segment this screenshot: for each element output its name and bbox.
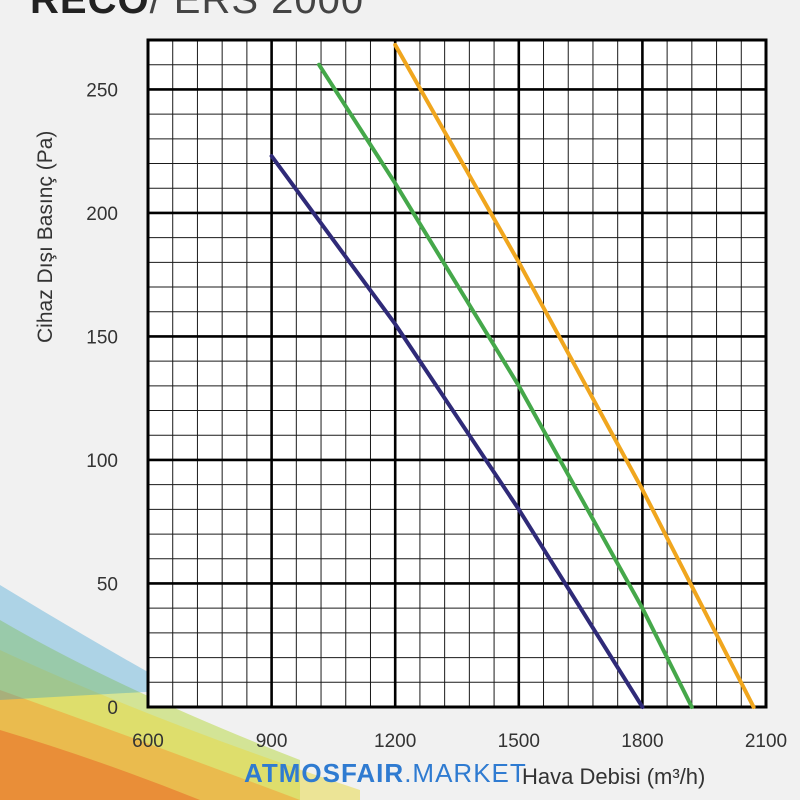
y-tick-label: 100	[86, 451, 118, 472]
y-tick-label: 250	[86, 80, 118, 101]
plot-area	[148, 40, 766, 707]
watermark-part2: MARKET	[412, 758, 527, 788]
series-line-1	[269, 154, 645, 709]
x-tick-label: 1800	[621, 731, 663, 752]
title-rest: / ERS 2000	[149, 0, 365, 22]
y-tick-label: 0	[107, 698, 118, 719]
watermark: ATMOSFAIR.MARKET	[244, 758, 527, 789]
title-bold: RECO	[30, 0, 150, 22]
y-tick-label: 50	[97, 574, 118, 595]
tick-labels: 600 900 1200 1500 1800 2100 0 50 100 150 200 250	[86, 80, 787, 752]
x-tick-label: 600	[132, 731, 164, 752]
x-axis-label: Hava Debisi (m³/h)	[522, 764, 706, 789]
series-layer	[269, 42, 756, 709]
y-tick-label: 150	[86, 327, 118, 348]
y-axis-label: Cihaz Dışı Basınç (Pa)	[34, 130, 57, 343]
watermark-part1: ATMOSFAIR	[244, 758, 405, 788]
series-line-3	[393, 42, 756, 709]
x-tick-label: 900	[256, 731, 288, 752]
plot-background	[148, 40, 766, 707]
x-tick-label: 2100	[745, 731, 787, 752]
x-tick-label: 1200	[374, 731, 416, 752]
series-line-2	[317, 62, 694, 709]
x-tick-label: 1500	[498, 731, 540, 752]
watermark-dot: .	[404, 758, 413, 788]
y-tick-label: 200	[86, 204, 118, 225]
chart-title: RECO/ ERS 2000	[30, 0, 364, 23]
plot-frame	[146, 38, 768, 709]
grid-major	[146, 38, 768, 709]
